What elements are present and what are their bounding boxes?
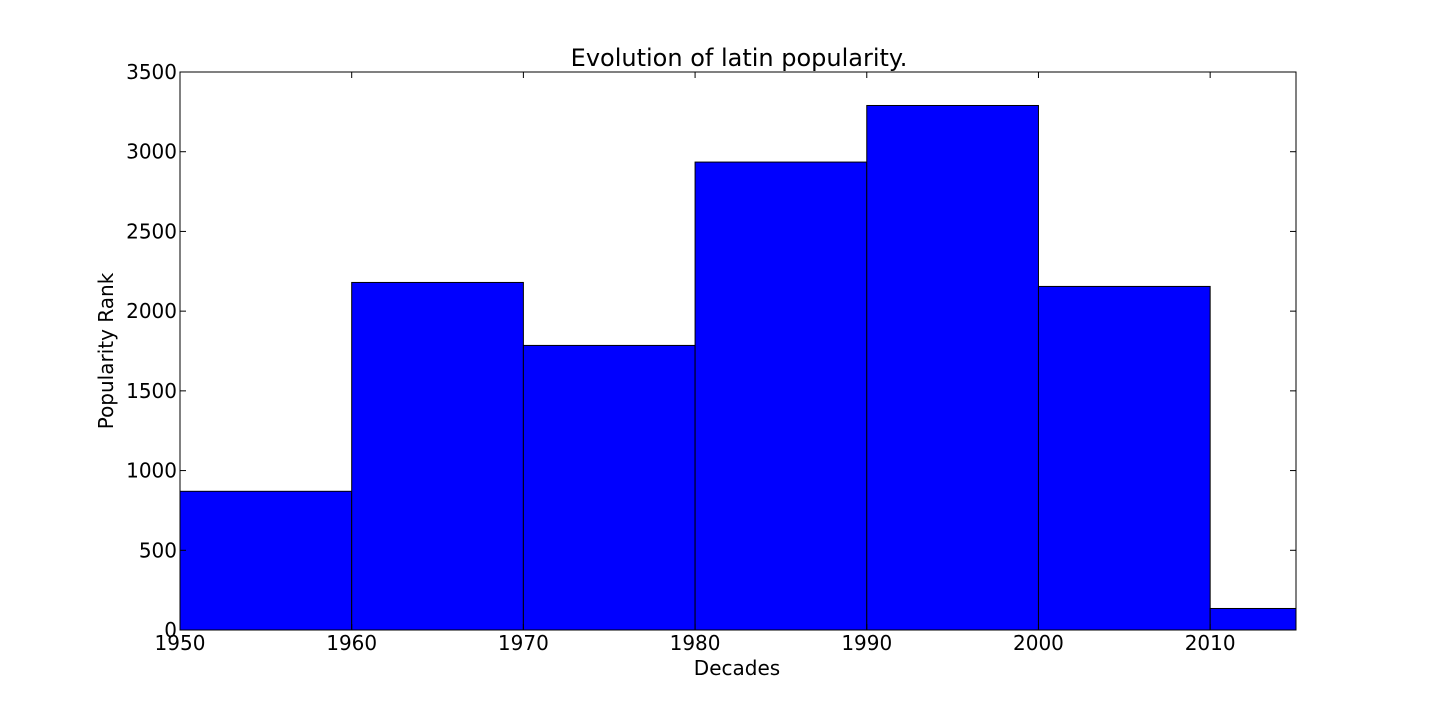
y-axis: 0 500 1000 1500 2000 2500 3000 3500: [126, 60, 1296, 642]
y-tick-label: 3000: [126, 140, 177, 164]
bar-1960s: [351, 281, 524, 631]
plot-area-frame: [179, 71, 1297, 631]
bar-1990s: [866, 104, 1039, 631]
x-tick-label: 2000: [1013, 631, 1064, 655]
x-tick-label: 1990: [841, 631, 892, 655]
y-axis-label: Popularity Rank: [94, 272, 118, 429]
y-tick-label: 2500: [126, 219, 177, 243]
x-tick-label: 2010: [1185, 631, 1236, 655]
y-tick-label: 0: [164, 618, 177, 642]
bar-1980s: [694, 161, 868, 631]
x-tick-label: 1970: [498, 631, 549, 655]
x-tick-label: 1980: [670, 631, 721, 655]
bar-1950s: [179, 490, 353, 631]
bar-2010s: [1209, 607, 1297, 631]
y-tick-label: 2000: [126, 299, 177, 323]
y-tick-label: 500: [139, 538, 177, 562]
chart-title: Evolution of latin popularity.: [571, 44, 908, 72]
y-tick-label: 1000: [126, 459, 177, 483]
y-tick-label: 3500: [126, 60, 177, 84]
y-tick-label: 1500: [126, 379, 177, 403]
bar-2000s: [1037, 285, 1211, 631]
x-tick-label: 1950: [155, 631, 206, 655]
x-axis: 1950 1960 1970 1980 1990 2000 2010: [155, 72, 1236, 655]
x-tick-label: 1960: [326, 631, 377, 655]
x-axis-label: Decades: [694, 656, 780, 680]
bars-group: [179, 104, 1297, 631]
bar-1970s: [522, 344, 696, 631]
